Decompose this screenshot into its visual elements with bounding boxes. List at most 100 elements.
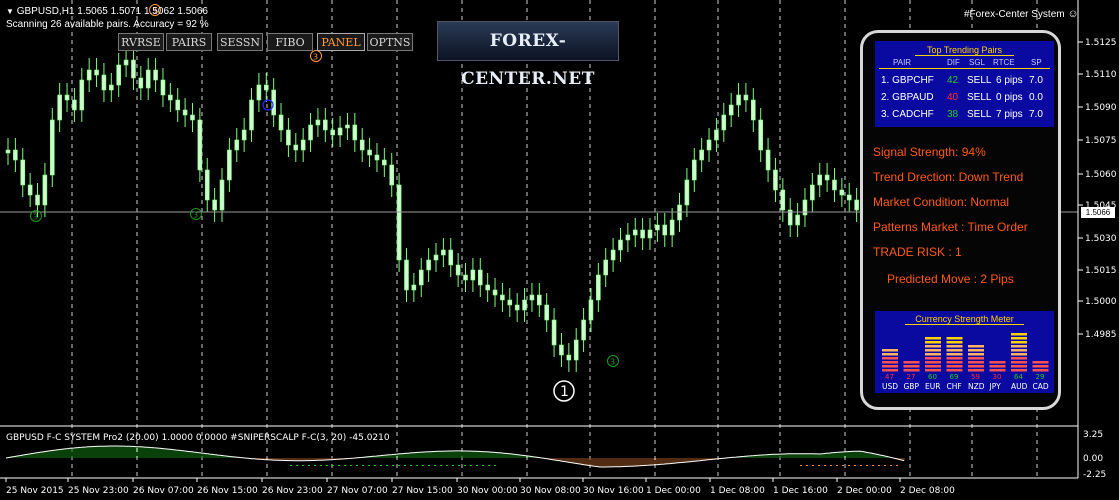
meter-value: 29 (1036, 373, 1045, 381)
time-tick-label: 27 Nov 15:00 (392, 486, 453, 496)
time-tick-label: 1 Dec 08:00 (710, 486, 765, 496)
meter-value: 27 (907, 373, 916, 381)
signal-circle-icon (310, 50, 322, 62)
trending-cell-sp: 7.0 (1029, 109, 1043, 120)
price-tick-label: 1.5000 (1085, 297, 1117, 307)
trending-cell-pair: 1. GBPCHF (881, 75, 934, 86)
col-pair: PAIR (893, 58, 912, 67)
meter-currency: USD (882, 382, 898, 391)
rvrse-button[interactable]: RVRSE (118, 33, 164, 51)
time-tick-label: 26 Nov 15:00 (197, 486, 258, 496)
trending-row[interactable]: 3. CADCHF 38 SELL 7 pips 7.0 (879, 109, 1050, 124)
fibo-button[interactable]: FIBO (267, 33, 313, 51)
meter-value: 69 (950, 373, 959, 381)
time-tick-label: 30 Nov 08:00 (520, 486, 581, 496)
meter-currency: CHF (947, 382, 962, 391)
trending-cell-sp: 7.0 (1029, 75, 1043, 86)
trade-risk: TRADE RISK : 1 (873, 245, 962, 259)
patterns-market: Patterns Market : Time Order (873, 220, 1028, 234)
trending-cell-pair: 2. GBPAUD (881, 92, 934, 103)
col-sp: SP (1031, 58, 1042, 67)
price-tick-label: 1.5110 (1085, 70, 1117, 80)
time-axis: 25 Nov 2015 25 Nov 23:00 26 Nov 07:00 26 No… (5, 478, 955, 496)
signal-marker-label: 3 (313, 53, 318, 62)
symbol-line: GBPUSD,H1 1.5065 1.5071 1.5062 1.5066 (16, 6, 208, 17)
signal-circle-icon (30, 210, 42, 222)
indicator-tick-label: -2.25 (1083, 470, 1106, 480)
trending-cell-pair: 3. CADCHF (881, 109, 934, 120)
trending-cell-sgl: SELL (967, 92, 992, 103)
signal-circle-icon (553, 380, 575, 402)
price-axis: 1.51251.51101.50901.50751.50601.50451.50… (1078, 38, 1117, 480)
panel-button[interactable]: PANEL (317, 33, 365, 51)
meter-value: 64 (1014, 373, 1023, 381)
signal-circle-icon (149, 4, 161, 16)
top-trending-pairs: Top Trending Pairs PAIR DIF SGL RTCE SP … (875, 41, 1054, 127)
time-tick-label: 26 Nov 07:00 (133, 486, 194, 496)
blue-marker-icon (262, 99, 274, 111)
time-tick-label: 27 Nov 07:00 (327, 486, 388, 496)
trending-row[interactable]: 2. GBPAUD 40 SELL 0 pips 0.0 (879, 92, 1050, 107)
time-tick-label: 25 Nov 2015 (6, 486, 64, 496)
col-rtce: RTCE (993, 58, 1015, 67)
signal-marker-label: 3 (152, 7, 157, 16)
trending-cell-rtce: 6 pips (996, 75, 1023, 86)
smiley-icon: ☺ (1067, 8, 1079, 20)
meter-currency: NZD (968, 382, 985, 391)
candlesticks (5, 48, 859, 372)
meter-currency: EUR (925, 382, 940, 391)
trending-cell-sp: 0.0 (1029, 92, 1043, 103)
trending-cell-rtce: 0 pips (996, 92, 1023, 103)
price-tick-label: 1.5060 (1085, 170, 1117, 180)
price-tick-label: 1.5015 (1085, 266, 1117, 276)
time-tick-label: 1 Dec 16:00 (773, 486, 828, 496)
sessn-button[interactable]: SESSN (217, 33, 263, 51)
col-sgl: SGL (969, 58, 986, 67)
market-condition: Market Condition: Normal (873, 195, 1010, 209)
trending-cell-dif: 42 (947, 75, 959, 86)
time-tick-label: 25 Nov 23:00 (68, 486, 129, 496)
currency-strength-meter: Currency Strength Meter 47 USD 27 GBP 60 EUR 6… (875, 311, 1054, 393)
indicator-label: GBPUSD F-C SYSTEM Pro2 (20.00) 1.0000 0.… (6, 433, 390, 443)
meter-currency: JPY (989, 382, 1002, 391)
meter-value: 30 (993, 373, 1002, 381)
time-tick-label: 30 Nov 00:00 (457, 486, 518, 496)
dropdown-triangle-icon[interactable]: ▼ (6, 7, 14, 16)
ea-title: #Forex-Center System ☺ (964, 8, 1079, 20)
price-tick-label: 1.5075 (1085, 136, 1117, 146)
meter-title: Currency Strength Meter (915, 314, 1014, 324)
trending-row[interactable]: 1. GBPCHF 42 SELL 6 pips 7.0 (879, 75, 1050, 90)
forex-center-panel: Top Trending Pairs PAIR DIF SGL RTCE SP … (860, 30, 1061, 410)
trending-cell-rtce: 7 pips (996, 109, 1023, 120)
signal-circle-icon (607, 355, 619, 367)
meter-currency: CAD (1033, 382, 1049, 391)
signal-marker-label: 3 (193, 211, 198, 220)
forex-center-logo: FOREX-CENTER.NET (437, 21, 619, 89)
symbol-header: ▼ GBPUSD,H1 1.5065 1.5071 1.5062 1.5066 (6, 6, 208, 17)
meter-currency: AUD (1011, 382, 1028, 391)
signal-marker-label: 3 (610, 358, 615, 367)
price-tick-label: 1.5125 (1085, 38, 1117, 48)
price-tick-label: 1.5090 (1085, 103, 1117, 113)
signal-strength: Signal Strength: 94% (873, 145, 986, 159)
scan-status: Scanning 26 available pairs. Accuracy = … (6, 19, 209, 30)
meter-value: 60 (928, 373, 937, 381)
trending-cell-dif: 38 (947, 109, 959, 120)
signal-circle-icon (190, 208, 202, 220)
indicator-window: GBPUSD F-C SYSTEM Pro2 (20.00) 1.0000 0.… (5, 433, 905, 468)
pairs-button[interactable]: PAIRS (166, 33, 212, 51)
signal-marker-label: 1 (560, 384, 569, 400)
meter-value: 59 (971, 373, 980, 381)
indicator-tick-label: 0.00 (1083, 454, 1103, 464)
indicator-line (5, 445, 905, 468)
predicted-move: Predicted Move : 2 Pips (887, 272, 1014, 286)
indicator-tick-label: 3.25 (1083, 430, 1103, 440)
time-tick-label: 2 Dec 08:00 (900, 486, 955, 496)
ea-title-text: #Forex-Center System (964, 9, 1065, 20)
time-tick-label: 26 Nov 23:00 (262, 486, 323, 496)
price-tick-label: 1.5030 (1085, 234, 1117, 244)
trending-cell-sgl: SELL (967, 109, 992, 120)
optns-button[interactable]: OPTNS (367, 33, 413, 51)
